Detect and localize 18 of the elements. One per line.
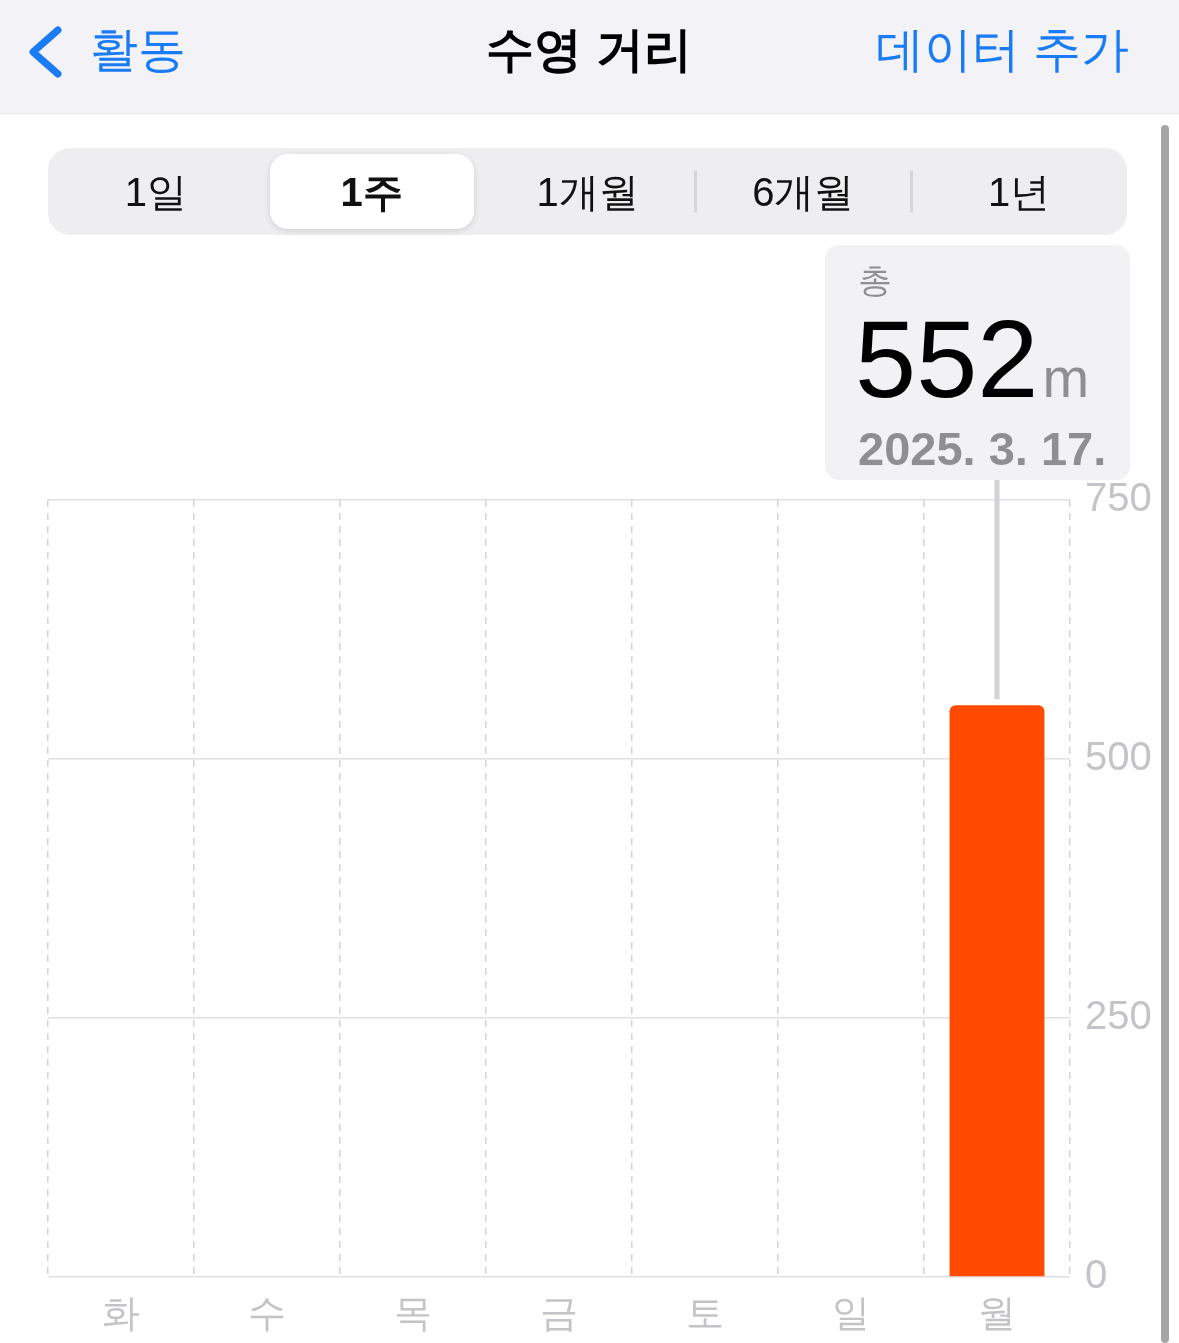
x-tick-label: 화 xyxy=(102,1292,140,1335)
text: 활동 xyxy=(90,22,186,78)
x-tick-label: 일 xyxy=(832,1292,870,1335)
y-tick-label: 0 xyxy=(1085,1252,1108,1297)
x-tick-label: 수 xyxy=(248,1292,286,1335)
text: 2025. 3. 17. xyxy=(858,422,1107,475)
x-tick-label: 금 xyxy=(540,1292,578,1335)
data-label: 552m xyxy=(855,297,1090,420)
segmented-control: 1일 1주 1개월 6개월 1년 xyxy=(48,148,1127,235)
y-tick-label: 750 xyxy=(1085,475,1152,520)
y-tick-label: 500 xyxy=(1085,734,1152,779)
y-tick-label: 250 xyxy=(1085,993,1152,1038)
x-tick-label: 월 xyxy=(978,1292,1016,1335)
text: 총 xyxy=(858,261,892,299)
text: 데이터 추가 xyxy=(875,22,1129,78)
x-tick-label: 토 xyxy=(686,1292,724,1335)
x-tick-label: 목 xyxy=(394,1292,432,1335)
chart-title: 수영 거리 xyxy=(486,22,692,78)
